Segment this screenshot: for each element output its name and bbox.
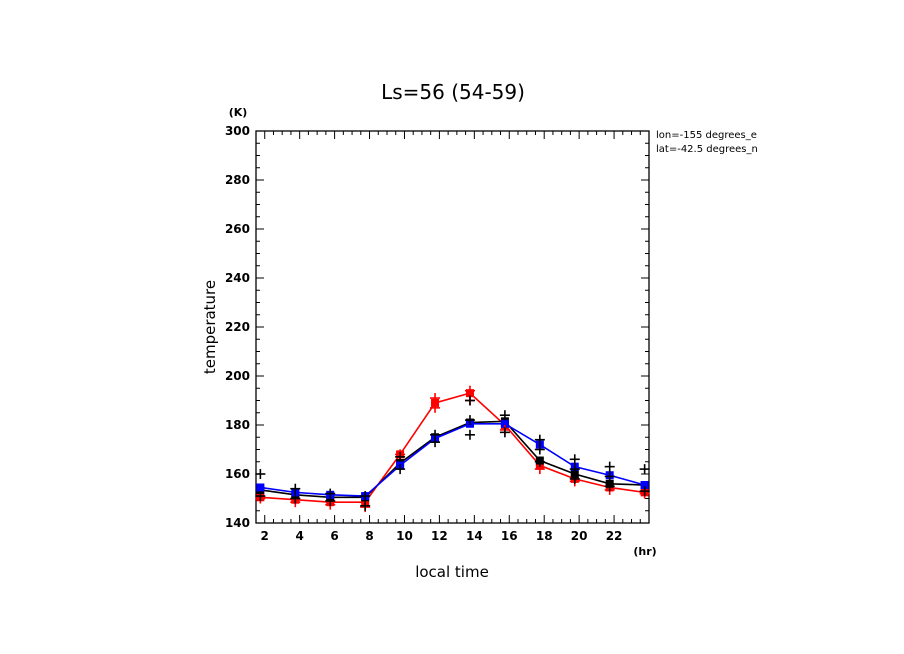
scatter-point <box>360 500 371 511</box>
scatter-point <box>604 461 615 472</box>
series-line-0 <box>260 392 645 503</box>
y-tick-label: 220 <box>225 320 250 334</box>
scatter-point <box>569 473 580 484</box>
y-tick-label: 240 <box>225 271 250 285</box>
series-marker-2 <box>256 483 265 492</box>
x-tick-labels: 2 4 6 8 10 12 14 16 18 20 22 <box>261 529 623 543</box>
x-tick-label: 22 <box>606 529 623 543</box>
series-marker-2 <box>640 481 649 490</box>
y-tick-labels: 140 160 180 200 220 240 260 280 300 <box>225 124 250 530</box>
scatter-point <box>255 491 266 502</box>
annotation-lon: lon=-155 degrees_e <box>656 130 757 141</box>
x-tick-label: 10 <box>396 529 413 543</box>
x-tick-label: 20 <box>571 529 588 543</box>
scatter-point <box>430 429 441 440</box>
y-unit-label: (K) <box>229 106 248 119</box>
x-tick-label: 12 <box>431 529 448 543</box>
x-tick-label: 6 <box>330 529 338 543</box>
plot-frame <box>255 130 650 524</box>
annotation-lat: lat=-42.5 degrees_n <box>656 144 758 155</box>
x-tick-label: 16 <box>501 529 518 543</box>
x-unit-label: (hr) <box>633 545 656 558</box>
scatter-point <box>604 471 615 482</box>
scatter-point <box>255 469 266 479</box>
axis-ticks <box>256 130 649 524</box>
scatter-point <box>639 464 650 475</box>
scatter-point <box>464 395 475 406</box>
series-layer <box>256 389 649 507</box>
scatter-point <box>639 486 650 497</box>
scatter-point <box>499 427 510 438</box>
y-axis-label: temperature <box>201 280 219 374</box>
y-tick-label: 280 <box>225 173 250 187</box>
series-line-2 <box>260 422 645 497</box>
y-tick-label: 180 <box>225 418 250 432</box>
series-line-1 <box>260 420 645 499</box>
scatter-point <box>464 429 475 440</box>
scatter-point <box>534 434 545 445</box>
scatter-point <box>534 444 545 455</box>
y-tick-label: 160 <box>225 467 250 481</box>
scatter-point <box>499 410 510 421</box>
y-tick-label: 200 <box>225 369 250 383</box>
scatter-point <box>604 481 615 492</box>
x-tick-label: 2 <box>261 529 269 543</box>
scatter-point <box>569 464 580 475</box>
x-tick-label: 4 <box>295 529 303 543</box>
scatter-point <box>395 451 406 462</box>
x-tick-label: 8 <box>365 529 373 543</box>
y-tick-label: 300 <box>225 124 250 138</box>
scatter-point-red <box>464 385 475 396</box>
x-tick-label: 14 <box>466 529 483 543</box>
chart-title: Ls=56 (54-59) <box>381 80 525 104</box>
series-marker-2 <box>500 419 509 428</box>
scatter-point <box>290 493 301 504</box>
scatter-point <box>569 454 580 465</box>
scatter-point <box>464 415 475 426</box>
scatter-point <box>360 491 371 502</box>
scatter-point-red <box>430 402 441 413</box>
y-tick-label: 140 <box>225 516 250 530</box>
y-tick-label: 260 <box>225 222 250 236</box>
scatter-point <box>534 456 545 467</box>
scatter-point <box>395 464 406 475</box>
scatter-point-red <box>430 393 441 404</box>
x-axis-label: local time <box>415 563 489 581</box>
scatter-layer <box>255 385 650 513</box>
scatter-point <box>290 483 301 494</box>
x-tick-label: 18 <box>536 529 553 543</box>
scatter-point <box>325 495 336 506</box>
